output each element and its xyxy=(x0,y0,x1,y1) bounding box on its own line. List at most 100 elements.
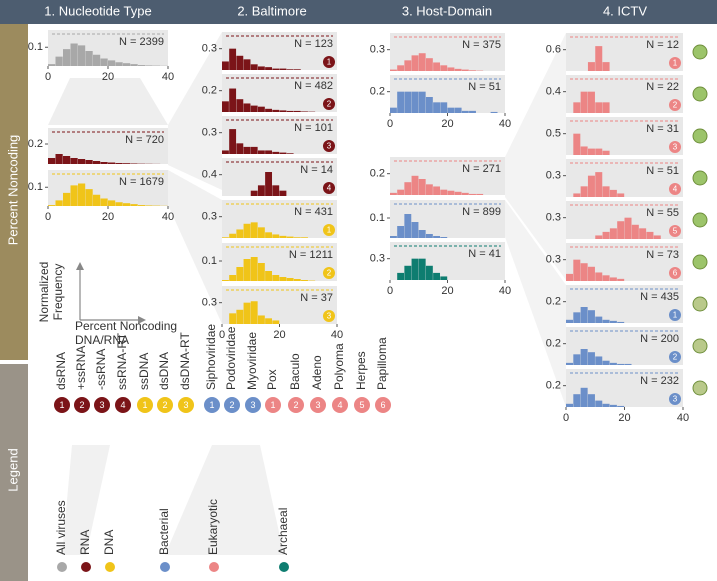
hist-bar xyxy=(250,301,258,324)
hist-bar xyxy=(587,394,595,407)
hist-bar xyxy=(243,259,251,281)
x-tick-label: 40 xyxy=(499,118,511,130)
hist-bar xyxy=(580,349,588,365)
y-tick-label: 0.2 xyxy=(370,86,385,98)
x-tick-label: 20 xyxy=(441,118,453,130)
column-title: 3. Host-Domain xyxy=(402,3,492,18)
y-tick-label: 0.4 xyxy=(546,86,561,98)
hist-bar xyxy=(469,193,476,195)
hist-bar xyxy=(566,319,574,323)
hist-bar xyxy=(404,91,412,113)
hist-bar xyxy=(229,48,237,70)
y-tick-label: 0.3 xyxy=(546,254,561,266)
legend-label: Polyoma xyxy=(332,343,346,390)
n-label: N = 12 xyxy=(646,39,679,51)
hist-bar xyxy=(236,267,244,281)
legend-badge-label: 3 xyxy=(250,400,255,410)
hist-bar xyxy=(454,107,462,113)
hist-bar xyxy=(222,61,229,70)
hist-bar xyxy=(418,258,426,280)
legend-badge-label: 6 xyxy=(380,400,385,410)
hist-bar xyxy=(272,185,280,196)
legend-dot xyxy=(209,562,219,572)
legend-label: Adeno xyxy=(310,355,324,390)
hist-bar xyxy=(580,307,588,323)
n-label: N = 37 xyxy=(300,292,333,304)
hist-bar xyxy=(580,91,588,113)
header-bar xyxy=(0,0,717,24)
hist-bar xyxy=(609,362,617,365)
virus-icon xyxy=(692,380,708,396)
legend-dot xyxy=(105,562,115,572)
hist-bar xyxy=(595,400,603,407)
hist-bar xyxy=(573,354,581,365)
hist-bar xyxy=(265,172,273,196)
hist-bar xyxy=(85,160,93,164)
legend-label: +ssRNA xyxy=(74,346,88,390)
legend-label: dsDNA xyxy=(157,352,171,390)
n-label: N = 232 xyxy=(640,375,679,387)
badge xyxy=(323,140,335,152)
hist-bar xyxy=(573,394,581,407)
hist-bar xyxy=(609,189,617,197)
n-label: N = 431 xyxy=(294,206,333,218)
hist-bar xyxy=(639,228,647,239)
hist-bar xyxy=(243,223,251,238)
hist-bar xyxy=(130,204,138,206)
badge-label: 1 xyxy=(673,311,678,320)
n-label: N = 51 xyxy=(646,165,679,177)
badge-label: 2 xyxy=(327,269,332,278)
hist-bar xyxy=(257,185,265,196)
arrow-head xyxy=(138,316,146,324)
badge-label: 2 xyxy=(327,100,332,109)
n-label: N = 899 xyxy=(462,206,501,218)
hist-bar xyxy=(272,68,280,70)
hist-bar xyxy=(425,184,433,195)
badge xyxy=(669,225,681,237)
legend-badge xyxy=(157,397,173,413)
hist-bar xyxy=(595,316,603,323)
hist-bar xyxy=(602,102,610,113)
hist-bar xyxy=(250,64,258,70)
hist-bar xyxy=(602,231,610,239)
hist-bar xyxy=(243,103,251,112)
y-tick-label: 0.2 xyxy=(202,85,217,97)
hist-bar xyxy=(411,91,419,113)
column-title: 1. Nucleotide Type xyxy=(44,3,151,18)
panel-bg xyxy=(566,33,683,71)
legend-badge xyxy=(74,397,90,413)
hist-bar xyxy=(100,198,108,206)
hist-bar xyxy=(447,190,455,195)
badge xyxy=(669,309,681,321)
hist-bar xyxy=(433,236,441,238)
badge xyxy=(323,98,335,110)
legend-dot xyxy=(81,562,91,572)
legend-label: ssRNA-RT xyxy=(115,332,129,390)
hist-bar xyxy=(272,234,280,238)
badge xyxy=(669,267,681,279)
legend-badge xyxy=(332,397,348,413)
legend-badge-label: 1 xyxy=(209,400,214,410)
hist-bar xyxy=(624,217,632,239)
n-label: N = 720 xyxy=(125,134,164,146)
n-label: N = 482 xyxy=(294,80,333,92)
legend-label: Herpes xyxy=(354,351,368,390)
x-tick-label: 20 xyxy=(102,71,114,83)
y-tick-label: 0.3 xyxy=(546,170,561,182)
virus-icon xyxy=(692,296,708,312)
hist-bar xyxy=(469,70,476,71)
y-tick-label: 0.2 xyxy=(546,380,561,392)
virus-icon xyxy=(692,254,708,270)
hist-bar xyxy=(279,68,287,70)
hist-bar xyxy=(286,236,294,238)
hist-bar xyxy=(390,69,397,71)
badge xyxy=(323,56,335,68)
hist-bar xyxy=(272,275,280,281)
n-label: N = 101 xyxy=(294,122,333,134)
legend-badge xyxy=(224,397,240,413)
legend-label: Pox xyxy=(265,369,279,390)
hist-bar xyxy=(265,150,273,154)
hist-bar xyxy=(411,258,419,280)
hist-bar xyxy=(411,175,419,195)
